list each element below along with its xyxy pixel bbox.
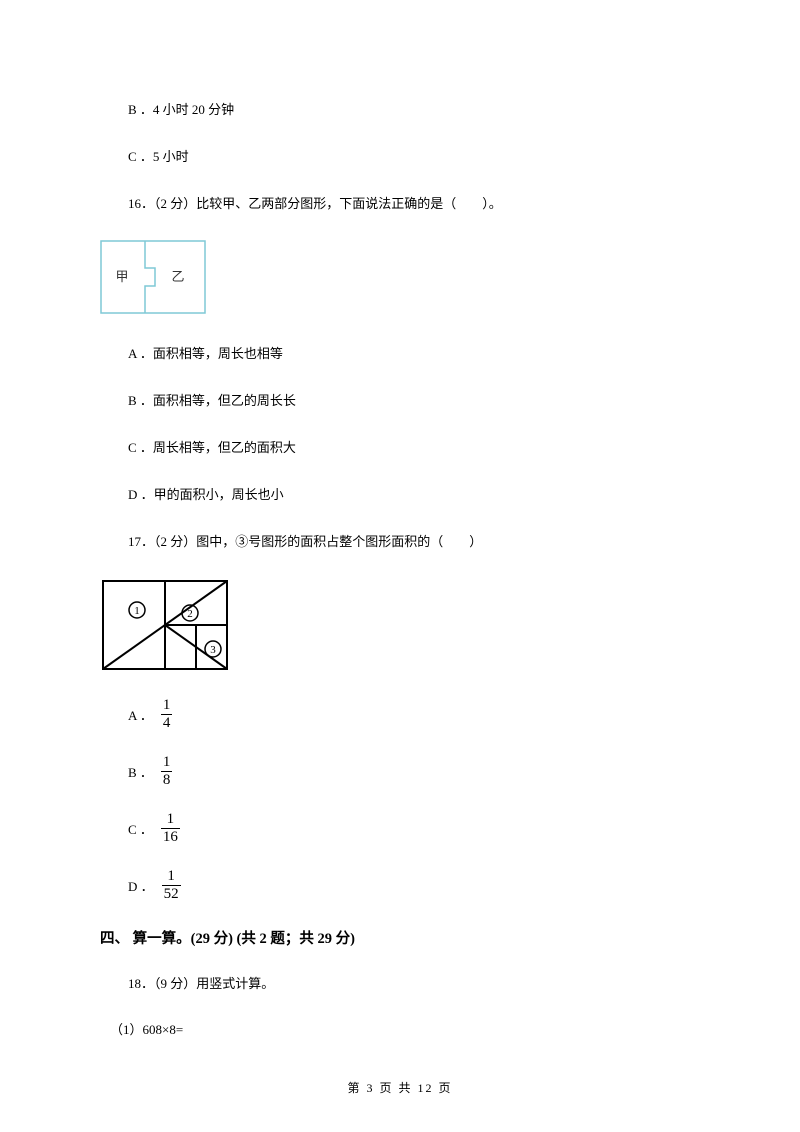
q17-option-c: C ． 1 16 — [100, 814, 700, 847]
q15-option-b: B ．4 小时 20 分钟 — [100, 100, 700, 121]
q18-sub1: （1）608×8= — [100, 1020, 700, 1041]
q16-option-a: A ．面积相等，周长也相等 — [100, 344, 700, 365]
q17-option-d: D ． 1 52 — [100, 871, 700, 904]
q17-diagram: 1 2 3 — [100, 578, 700, 672]
q17-option-a-label: A ． — [128, 706, 153, 727]
fraction-numerator: 1 — [165, 812, 177, 828]
fraction-numerator: 1 — [161, 755, 173, 771]
page-footer: 第 3 页 共 12 页 — [0, 1079, 800, 1096]
svg-text:甲: 甲 — [115, 269, 128, 284]
fraction-icon: 1 4 — [161, 698, 173, 731]
section-4-heading: 四、 算一算。(29 分) (共 2 题；共 29 分) — [100, 928, 700, 951]
fraction-denominator: 16 — [161, 828, 180, 845]
q17-option-b: B ． 1 8 — [100, 757, 700, 790]
svg-text:1: 1 — [134, 605, 140, 617]
q17-option-b-label: B ． — [128, 763, 153, 784]
fraction-icon: 1 52 — [162, 869, 181, 902]
svg-text:2: 2 — [187, 608, 193, 620]
svg-text:3: 3 — [210, 644, 216, 656]
fraction-numerator: 1 — [165, 869, 177, 885]
fraction-icon: 1 16 — [161, 812, 180, 845]
fraction-numerator: 1 — [161, 698, 173, 714]
q17-option-a: A ． 1 4 — [100, 700, 700, 733]
q18-stem: 18．（9 分）用竖式计算。 — [100, 974, 700, 995]
fraction-denominator: 8 — [161, 771, 173, 788]
q16-diagram: 甲 乙 — [100, 240, 700, 314]
svg-text:乙: 乙 — [171, 269, 184, 284]
q16-option-c: C ．周长相等，但乙的面积大 — [100, 438, 700, 459]
fraction-denominator: 52 — [162, 885, 181, 902]
q17-option-c-label: C ． — [128, 820, 153, 841]
q15-option-c: C ．5 小时 — [100, 147, 700, 168]
q16-option-d: D ．甲的面积小，周长也小 — [100, 485, 700, 506]
q16-option-b: B ．面积相等，但乙的周长长 — [100, 391, 700, 412]
q17-stem: 17．（2 分）图中，③号图形的面积占整个图形面积的（ ） — [100, 532, 700, 553]
fraction-denominator: 4 — [161, 714, 173, 731]
q17-option-d-label: D ． — [128, 877, 154, 898]
q16-stem: 16．（2 分）比较甲、乙两部分图形，下面说法正确的是（ ）。 — [100, 194, 700, 215]
fraction-icon: 1 8 — [161, 755, 173, 788]
